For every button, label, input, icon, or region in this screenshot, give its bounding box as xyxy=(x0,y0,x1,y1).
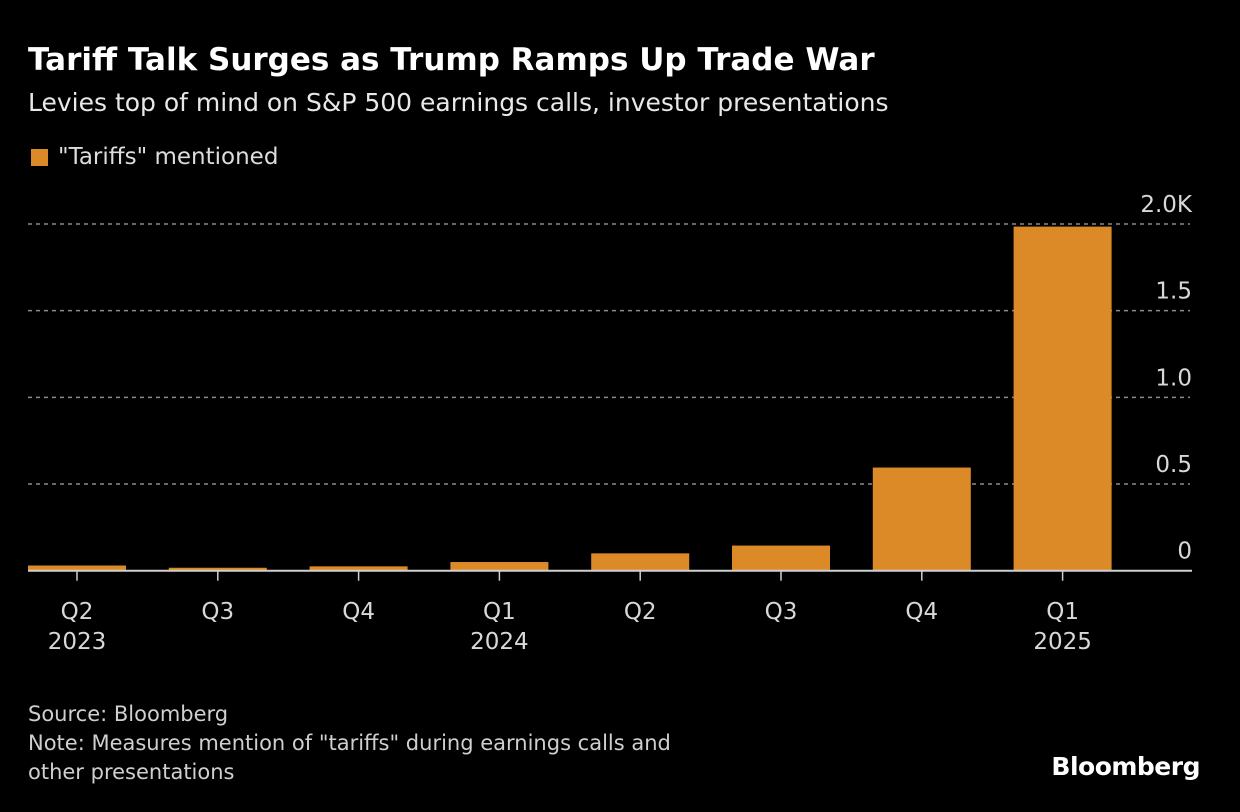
bar xyxy=(28,565,126,571)
x-tick-label: Q3 xyxy=(765,599,798,625)
x-tick-label: 2023 xyxy=(48,629,107,655)
y-tick-label: 0 xyxy=(1177,539,1192,565)
x-tick-label: Q4 xyxy=(905,599,938,625)
legend: "Tariffs" mentioned xyxy=(31,144,278,170)
bar xyxy=(450,562,549,571)
legend-swatch xyxy=(31,148,48,166)
x-tick-label: 2025 xyxy=(1033,629,1092,655)
x-tick-label: Q1 xyxy=(483,599,516,625)
x-tick-label: Q3 xyxy=(201,599,234,625)
x-tick-label: Q4 xyxy=(342,599,375,625)
y-tick-label: 2.0K xyxy=(1140,192,1193,218)
x-tick-label: Q2 xyxy=(624,599,657,625)
legend-label: "Tariffs" mentioned xyxy=(58,144,279,170)
bar xyxy=(872,467,971,571)
y-tick-label: 1.5 xyxy=(1155,279,1192,305)
x-tick-label: Q2 xyxy=(61,599,94,625)
y-tick-label: 1.0 xyxy=(1155,365,1192,391)
footer: Source: Bloomberg Note: Measures mention… xyxy=(28,700,671,787)
bloomberg-logo: Bloomberg xyxy=(1051,752,1200,781)
bar xyxy=(732,545,830,571)
source-text: Source: Bloomberg xyxy=(28,702,229,726)
x-tick-label: 2024 xyxy=(470,629,529,655)
bar xyxy=(591,553,690,571)
bar xyxy=(168,567,267,571)
bar xyxy=(1013,226,1112,571)
chart-subtitle: Levies top of mind on S&P 500 earnings c… xyxy=(28,88,889,117)
note-text-cont: other presentations xyxy=(28,760,235,784)
y-tick-label: 0.5 xyxy=(1155,452,1192,478)
x-tick-label: Q1 xyxy=(1046,599,1079,625)
bar xyxy=(309,566,408,571)
note-text: Note: Measures mention of "tariffs" duri… xyxy=(28,731,671,755)
chart-title: Tariff Talk Surges as Trump Ramps Up Tra… xyxy=(28,42,875,78)
